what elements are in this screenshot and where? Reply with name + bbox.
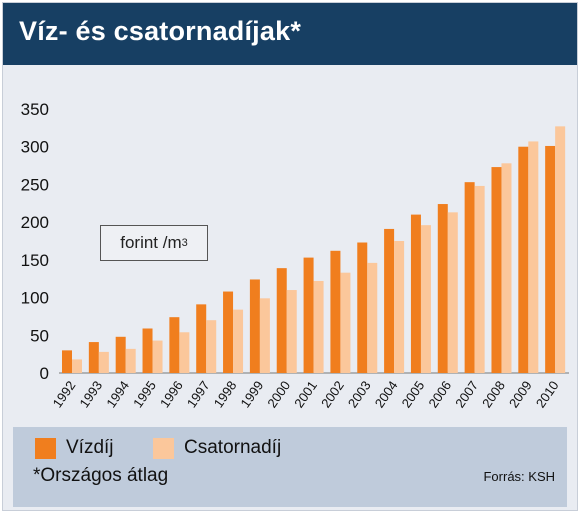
unit-label: forint /m 3: [100, 225, 208, 261]
bar-csatornadij-1997: [206, 320, 217, 373]
x-tick-label: 1994: [103, 378, 132, 410]
bar-csatornadij-1993: [98, 351, 109, 373]
bar-csatornadij-2005: [420, 225, 431, 373]
y-tick-label: 200: [21, 213, 49, 232]
unit-text: forint /m: [120, 233, 182, 252]
bar-csatornadij-2001: [313, 280, 324, 373]
x-tick-label: 2007: [452, 378, 481, 410]
legend-swatch-vizdij: [35, 437, 56, 459]
bar-vizdij-2007: [464, 182, 475, 373]
unit-superscript: 3: [181, 237, 188, 249]
bar-vizdij-1998: [223, 291, 234, 373]
legend-swatch-csatornadij: [153, 437, 174, 459]
bar-vizdij-2003: [357, 242, 368, 373]
bar-vizdij-1999: [249, 279, 260, 373]
x-tick-label: 2004: [372, 378, 401, 410]
y-tick-label: 350: [21, 100, 49, 119]
y-tick-label: 0: [40, 364, 49, 383]
bar-csatornadij-2009: [528, 141, 539, 373]
bar-vizdij-2002: [330, 250, 341, 373]
y-tick-label: 100: [21, 289, 49, 308]
plot-area: 0 50 100 150 200 250 300 350 1992 1993 1994 1995 199…: [3, 65, 577, 423]
bar-csatornadij-2008: [501, 163, 512, 373]
bar-csatornadij-2007: [474, 185, 485, 373]
bar-vizdij-1995: [142, 328, 153, 373]
bar-csatornadij-2006: [447, 212, 458, 373]
source-credit: Forrás: KSH: [483, 469, 555, 484]
legend-item-vizdij: Vízdíj: [35, 437, 114, 459]
x-tick-label: 2010: [533, 378, 562, 410]
x-tick-label: 2000: [264, 378, 293, 410]
chart-title: Víz- és csatornadíjak*: [19, 16, 302, 46]
footnote: *Országos átlag: [33, 465, 169, 486]
header-bar: Víz- és csatornadíjak*: [3, 3, 577, 65]
legend-item-csatornadij: Csatornadíj: [153, 437, 281, 459]
bar-vizdij-2008: [491, 167, 502, 373]
bar-chart: 0501001502002503003501992199319941995199…: [21, 100, 569, 410]
bar-csatornadij-2004: [394, 241, 405, 373]
bar-vizdij-2009: [518, 146, 529, 373]
x-tick-label: 1992: [50, 378, 79, 410]
legend-label-vizdij: Vízdíj: [66, 437, 114, 458]
bar-csatornadij-1996: [179, 332, 190, 373]
y-tick-label: 50: [30, 326, 49, 345]
bar-vizdij-2000: [276, 268, 287, 373]
bar-vizdij-2004: [384, 228, 395, 373]
bar-csatornadij-2000: [286, 290, 297, 373]
bar-vizdij-2001: [303, 257, 314, 373]
x-tick-label: 1999: [237, 378, 266, 410]
x-tick-label: 1995: [130, 378, 159, 410]
x-tick-label: 2001: [291, 378, 320, 410]
bar-csatornadij-1992: [72, 359, 82, 373]
y-tick-label: 150: [21, 251, 49, 270]
bar-vizdij-2006: [437, 204, 448, 373]
bar-csatornadij-1998: [233, 309, 244, 373]
bar-csatornadij-2003: [367, 262, 378, 373]
bar-vizdij-2005: [410, 214, 421, 373]
y-tick-label: 250: [21, 175, 49, 194]
x-tick-label: 2006: [425, 378, 454, 410]
bar-csatornadij-1999: [259, 298, 270, 373]
x-tick-label: 2008: [479, 378, 508, 410]
x-tick-label: 2002: [318, 378, 347, 410]
x-tick-label: 1993: [76, 378, 105, 410]
x-tick-label: 1996: [157, 378, 186, 410]
bar-vizdij-1994: [115, 336, 126, 373]
bar-vizdij-2010: [545, 145, 556, 373]
bar-vizdij-1997: [196, 304, 207, 373]
bar-csatornadij-2002: [340, 272, 351, 373]
bar-vizdij-1992: [62, 350, 72, 373]
legend-panel: Vízdíj Csatornadíj *Országos átlag Forrá…: [13, 427, 567, 507]
bar-csatornadij-2010: [555, 126, 566, 373]
x-tick-label: 2009: [506, 378, 535, 410]
bar-csatornadij-1994: [125, 348, 136, 373]
y-tick-label: 300: [21, 138, 49, 157]
x-tick-label: 1997: [184, 378, 213, 410]
bar-vizdij-1996: [169, 317, 180, 373]
bar-csatornadij-1995: [152, 340, 163, 373]
x-tick-label: 1998: [211, 378, 240, 410]
x-tick-label: 2005: [399, 378, 428, 410]
bar-vizdij-1993: [88, 342, 99, 373]
x-tick-label: 2003: [345, 378, 374, 410]
legend-label-csatornadij: Csatornadíj: [184, 437, 282, 458]
